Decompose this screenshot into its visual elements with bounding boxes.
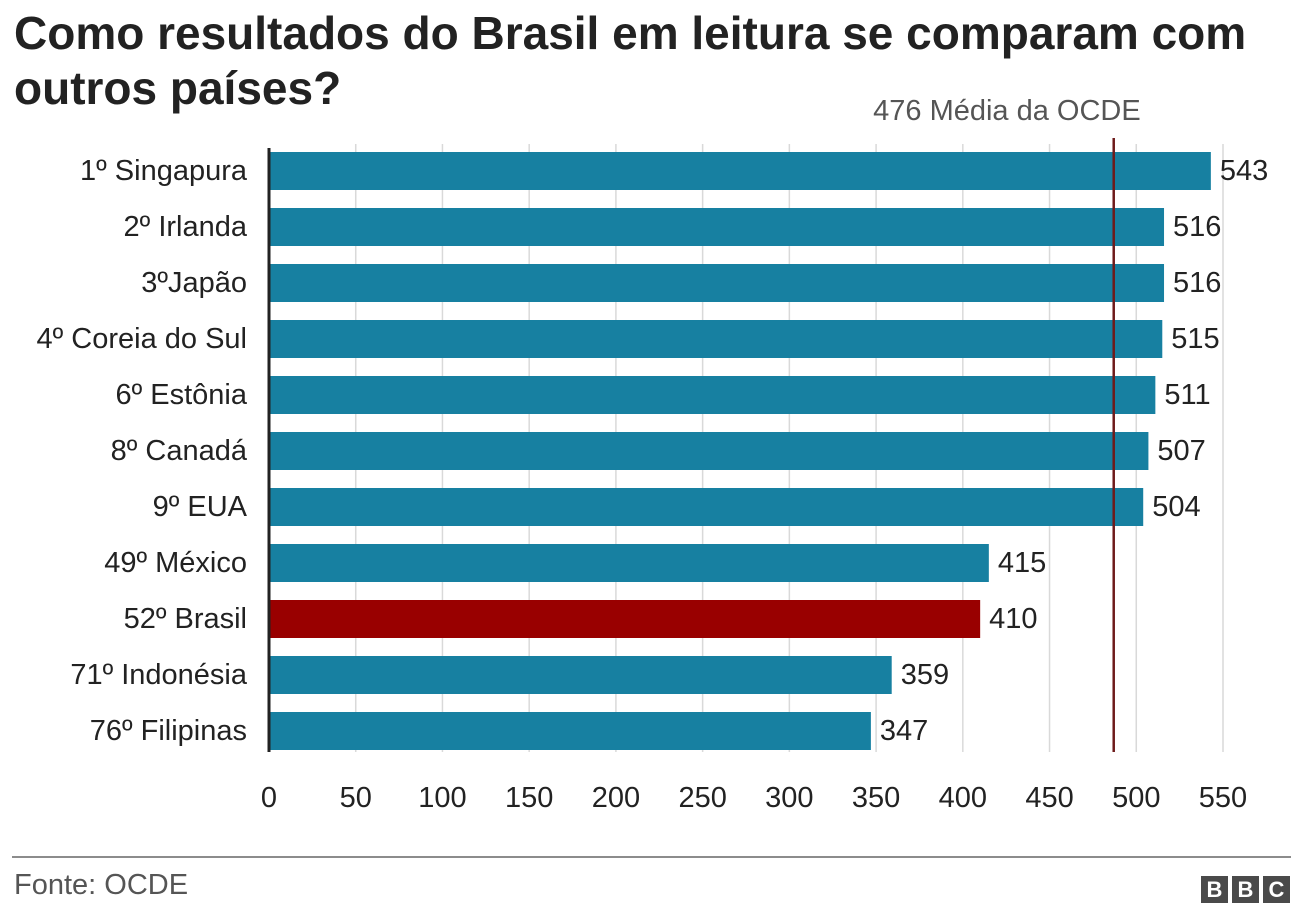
category-label-8: 52º Brasil xyxy=(124,603,247,635)
value-label-6: 504 xyxy=(1152,491,1200,523)
category-label-7: 49º México xyxy=(104,547,247,579)
x-tick-label-150: 150 xyxy=(505,782,553,814)
x-tick-label-350: 350 xyxy=(852,782,900,814)
value-label-1: 516 xyxy=(1173,211,1221,243)
category-label-2: 3ºJapão xyxy=(141,267,247,299)
x-tick-label-0: 0 xyxy=(261,782,277,814)
category-label-1: 2º Irlanda xyxy=(124,211,248,243)
bbc-logo-letter-b1: B xyxy=(1201,876,1228,903)
category-label-5: 8º Canadá xyxy=(111,435,248,467)
category-label-6: 9º EUA xyxy=(153,491,248,523)
bbc-logo: B B C xyxy=(1201,876,1290,903)
bar-5 xyxy=(269,432,1149,470)
value-label-2: 516 xyxy=(1173,267,1221,299)
bar-3 xyxy=(269,320,1163,358)
x-tick-label-300: 300 xyxy=(765,782,813,814)
x-tick-label-450: 450 xyxy=(1025,782,1073,814)
value-label-3: 515 xyxy=(1171,323,1219,355)
bar-1 xyxy=(269,208,1165,246)
category-label-10: 76º Filipinas xyxy=(90,715,247,747)
bar-2 xyxy=(269,264,1165,302)
reference-line-label: 476 Média da OCDE xyxy=(873,95,1141,127)
value-label-7: 415 xyxy=(998,547,1046,579)
x-tick-label-50: 50 xyxy=(340,782,372,814)
bars xyxy=(269,152,1211,750)
footer-divider xyxy=(12,856,1291,858)
value-label-10: 347 xyxy=(880,715,928,747)
category-label-0: 1º Singapura xyxy=(80,155,248,187)
bar-10 xyxy=(269,712,871,750)
value-label-4: 511 xyxy=(1164,379,1210,411)
bar-8 xyxy=(269,600,981,638)
axes: 0 50 100 150 200 250 300 350 400 450 500 550 xyxy=(261,148,1247,814)
reference-line-group: 476 Média da OCDE xyxy=(873,95,1141,752)
labels: 1º Singapura 543 2º Irlanda 516 3ºJapão 516 4º… xyxy=(37,155,1269,747)
bar-9 xyxy=(269,656,892,694)
bar-chart: 476 Média da OCDE 0 50 100 150 200 250 300 350 4… xyxy=(37,95,1269,814)
x-tick-label-400: 400 xyxy=(939,782,987,814)
source-note: Fonte: OCDE xyxy=(14,869,189,901)
x-tick-label-100: 100 xyxy=(418,782,466,814)
value-label-9: 359 xyxy=(901,659,949,691)
bbc-logo-letter-b2: B xyxy=(1232,876,1259,903)
bar-6 xyxy=(269,488,1144,526)
x-tick-label-500: 500 xyxy=(1112,782,1160,814)
x-tick-label-550: 550 xyxy=(1199,782,1247,814)
category-label-4: 6º Estônia xyxy=(115,379,247,411)
bar-4 xyxy=(269,376,1156,414)
value-label-5: 507 xyxy=(1157,435,1205,467)
category-label-9: 71º Indonésia xyxy=(70,659,248,691)
bar-0 xyxy=(269,152,1211,190)
value-label-0: 543 xyxy=(1220,155,1268,187)
value-label-8: 410 xyxy=(989,603,1037,635)
x-tick-label-200: 200 xyxy=(592,782,640,814)
x-tick-label-250: 250 xyxy=(678,782,726,814)
bar-7 xyxy=(269,544,989,582)
chart-title: Como resultados do Brasil em leitura se … xyxy=(14,7,1247,114)
bbc-logo-letter-c: C xyxy=(1263,876,1290,903)
category-label-3: 4º Coreia do Sul xyxy=(37,323,248,355)
